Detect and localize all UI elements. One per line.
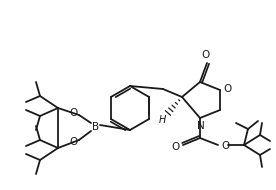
- Text: O: O: [69, 137, 77, 147]
- Text: O: O: [221, 141, 229, 151]
- Text: O: O: [171, 142, 179, 152]
- Text: H: H: [158, 115, 166, 125]
- Text: O: O: [201, 50, 209, 60]
- Text: O: O: [224, 84, 232, 94]
- Text: B: B: [92, 122, 100, 132]
- Text: N: N: [197, 121, 205, 131]
- Text: O: O: [69, 108, 77, 118]
